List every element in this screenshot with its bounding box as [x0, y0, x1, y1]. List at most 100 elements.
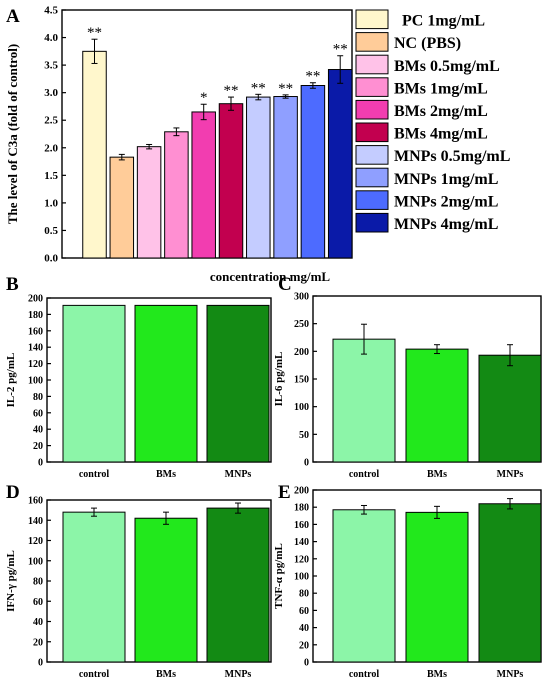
bar-bms: [134, 517, 198, 663]
error-bar: [282, 94, 289, 99]
y-axis-label: The level of C3a (fold of control): [5, 44, 20, 224]
y-tick-label: 60: [33, 408, 43, 419]
error-bar: [228, 96, 234, 111]
bar-control: [62, 304, 126, 463]
y-tick-label: 160: [28, 326, 43, 337]
error-bar: [337, 55, 344, 84]
panel-letter: D: [6, 482, 20, 503]
error-bar: [309, 82, 316, 89]
y-tick-label: 140: [28, 343, 43, 354]
error-bar: [91, 38, 98, 64]
legend-label: BMs 0.5mg/mL: [394, 58, 500, 75]
y-tick-label: 80: [33, 577, 43, 588]
bar-mnps: [478, 354, 542, 463]
error-bar: [507, 498, 513, 510]
y-tick-label: 100: [294, 572, 309, 583]
bar-pc-1mg-ml: [82, 50, 107, 259]
y-tick-label: 100: [28, 376, 43, 387]
panel-letter: B: [6, 274, 19, 295]
y-tick-label: 180: [28, 310, 43, 321]
panel-letter: A: [6, 6, 20, 27]
legend-label: PC 1mg/mL: [402, 13, 485, 30]
y-tick-label: 0.0: [44, 253, 58, 265]
bar-bms: [405, 348, 469, 463]
error-bar: [361, 323, 367, 355]
y-tick-label: 160: [294, 520, 309, 531]
significance-marker: **: [305, 69, 320, 85]
legend-swatch: [355, 212, 389, 233]
legend-item: PC 1mg/mL: [355, 9, 485, 30]
y-tick-label: 120: [28, 536, 43, 547]
y-tick-label: 0: [304, 458, 309, 469]
significance-marker: **: [333, 42, 348, 58]
legend-item: MNPs 0.5mg/mL: [355, 145, 510, 165]
significance-marker: **: [224, 83, 239, 99]
x-tick-label: control: [349, 469, 380, 480]
y-tick-label: 40: [299, 623, 309, 634]
bar-control: [332, 509, 396, 663]
error-bar: [235, 502, 241, 514]
y-tick-label: 4.0: [44, 32, 58, 44]
error-bar: [146, 143, 153, 150]
legend-label: MNPs 4mg/mL: [394, 216, 498, 233]
bar-mnps-0-5mg-ml: [246, 96, 271, 259]
error-bar: [255, 93, 262, 101]
y-tick-label: 100: [294, 402, 309, 413]
legend-swatch: [355, 145, 389, 165]
y-tick-label: 200: [28, 294, 43, 305]
legend-swatch: [355, 190, 389, 210]
bar-bms-1mg-ml: [164, 131, 189, 259]
y-tick-label: 3.5: [44, 60, 58, 72]
legend-swatch: [355, 167, 389, 188]
y-axis-label: IFN-γ pg/mL: [5, 550, 17, 612]
legend-item: MNPs 1mg/mL: [355, 167, 498, 188]
chart-panel-b: B 0 20 40 60 80 100 120 140 160 180 200 IL-2 pg/mL co…: [5, 274, 272, 480]
legend-item: MNPs 2mg/mL: [355, 190, 498, 210]
legend-swatch: [355, 99, 389, 120]
y-tick-label: 250: [294, 319, 309, 330]
error-bar: [434, 344, 440, 355]
x-tick-label: MNPs: [497, 669, 524, 680]
y-tick-label: 150: [294, 375, 309, 386]
legend-item: BMs 0.5mg/mL: [355, 54, 500, 75]
x-axis-label: concentration mg/mL: [210, 269, 331, 284]
y-tick-label: 0: [38, 458, 43, 469]
error-bar: [361, 504, 367, 515]
x-tick-label: MNPs: [497, 469, 524, 480]
x-tick-label: control: [349, 669, 380, 680]
bar-mnps: [478, 503, 542, 663]
y-axis-label: IL-6 pg/mL: [273, 352, 285, 407]
error-bar: [434, 505, 440, 519]
y-tick-label: 0.5: [44, 225, 58, 237]
x-tick-label: BMs: [156, 469, 176, 480]
bar-bms: [405, 511, 469, 663]
bar-mnps-4mg-ml: [327, 69, 353, 259]
legend-label: MNPs 0.5mg/mL: [394, 148, 510, 165]
bar-bms-0-5mg-ml: [136, 146, 162, 259]
y-tick-label: 100: [28, 556, 43, 567]
y-axis-label: IL-2 pg/mL: [5, 353, 17, 408]
error-bar: [91, 507, 97, 517]
bar-control: [332, 338, 396, 463]
y-tick-label: 200: [294, 347, 309, 358]
significance-marker: **: [87, 25, 102, 41]
bar-mnps-2mg-ml: [300, 85, 326, 259]
y-tick-label: 40: [33, 425, 43, 436]
legend-swatch: [355, 32, 389, 52]
panel-letter: E: [278, 482, 291, 503]
legend-item: MNPs 4mg/mL: [355, 212, 498, 233]
y-tick-label: 120: [294, 554, 309, 565]
y-tick-label: 60: [33, 597, 43, 608]
y-tick-label: 200: [294, 486, 309, 497]
x-tick-label: BMs: [427, 469, 447, 480]
chart-panel-a: A 0.0 0.5 1.0 1.5 2.0 2.5 3.0 3.5 4.0 4.5 The level…: [5, 5, 510, 285]
y-tick-label: 300: [294, 292, 309, 303]
y-tick-label: 0: [38, 658, 43, 669]
chart-panel-d: D 0 20 40 60 80 100 120 140 160 IFN-γ pg/mL control…: [5, 482, 272, 680]
significance-marker: **: [278, 81, 293, 97]
y-tick-label: 180: [294, 503, 309, 514]
y-tick-label: 2.5: [44, 115, 58, 127]
y-tick-label: 20: [33, 441, 43, 452]
legend-item: NC (PBS): [355, 32, 461, 52]
